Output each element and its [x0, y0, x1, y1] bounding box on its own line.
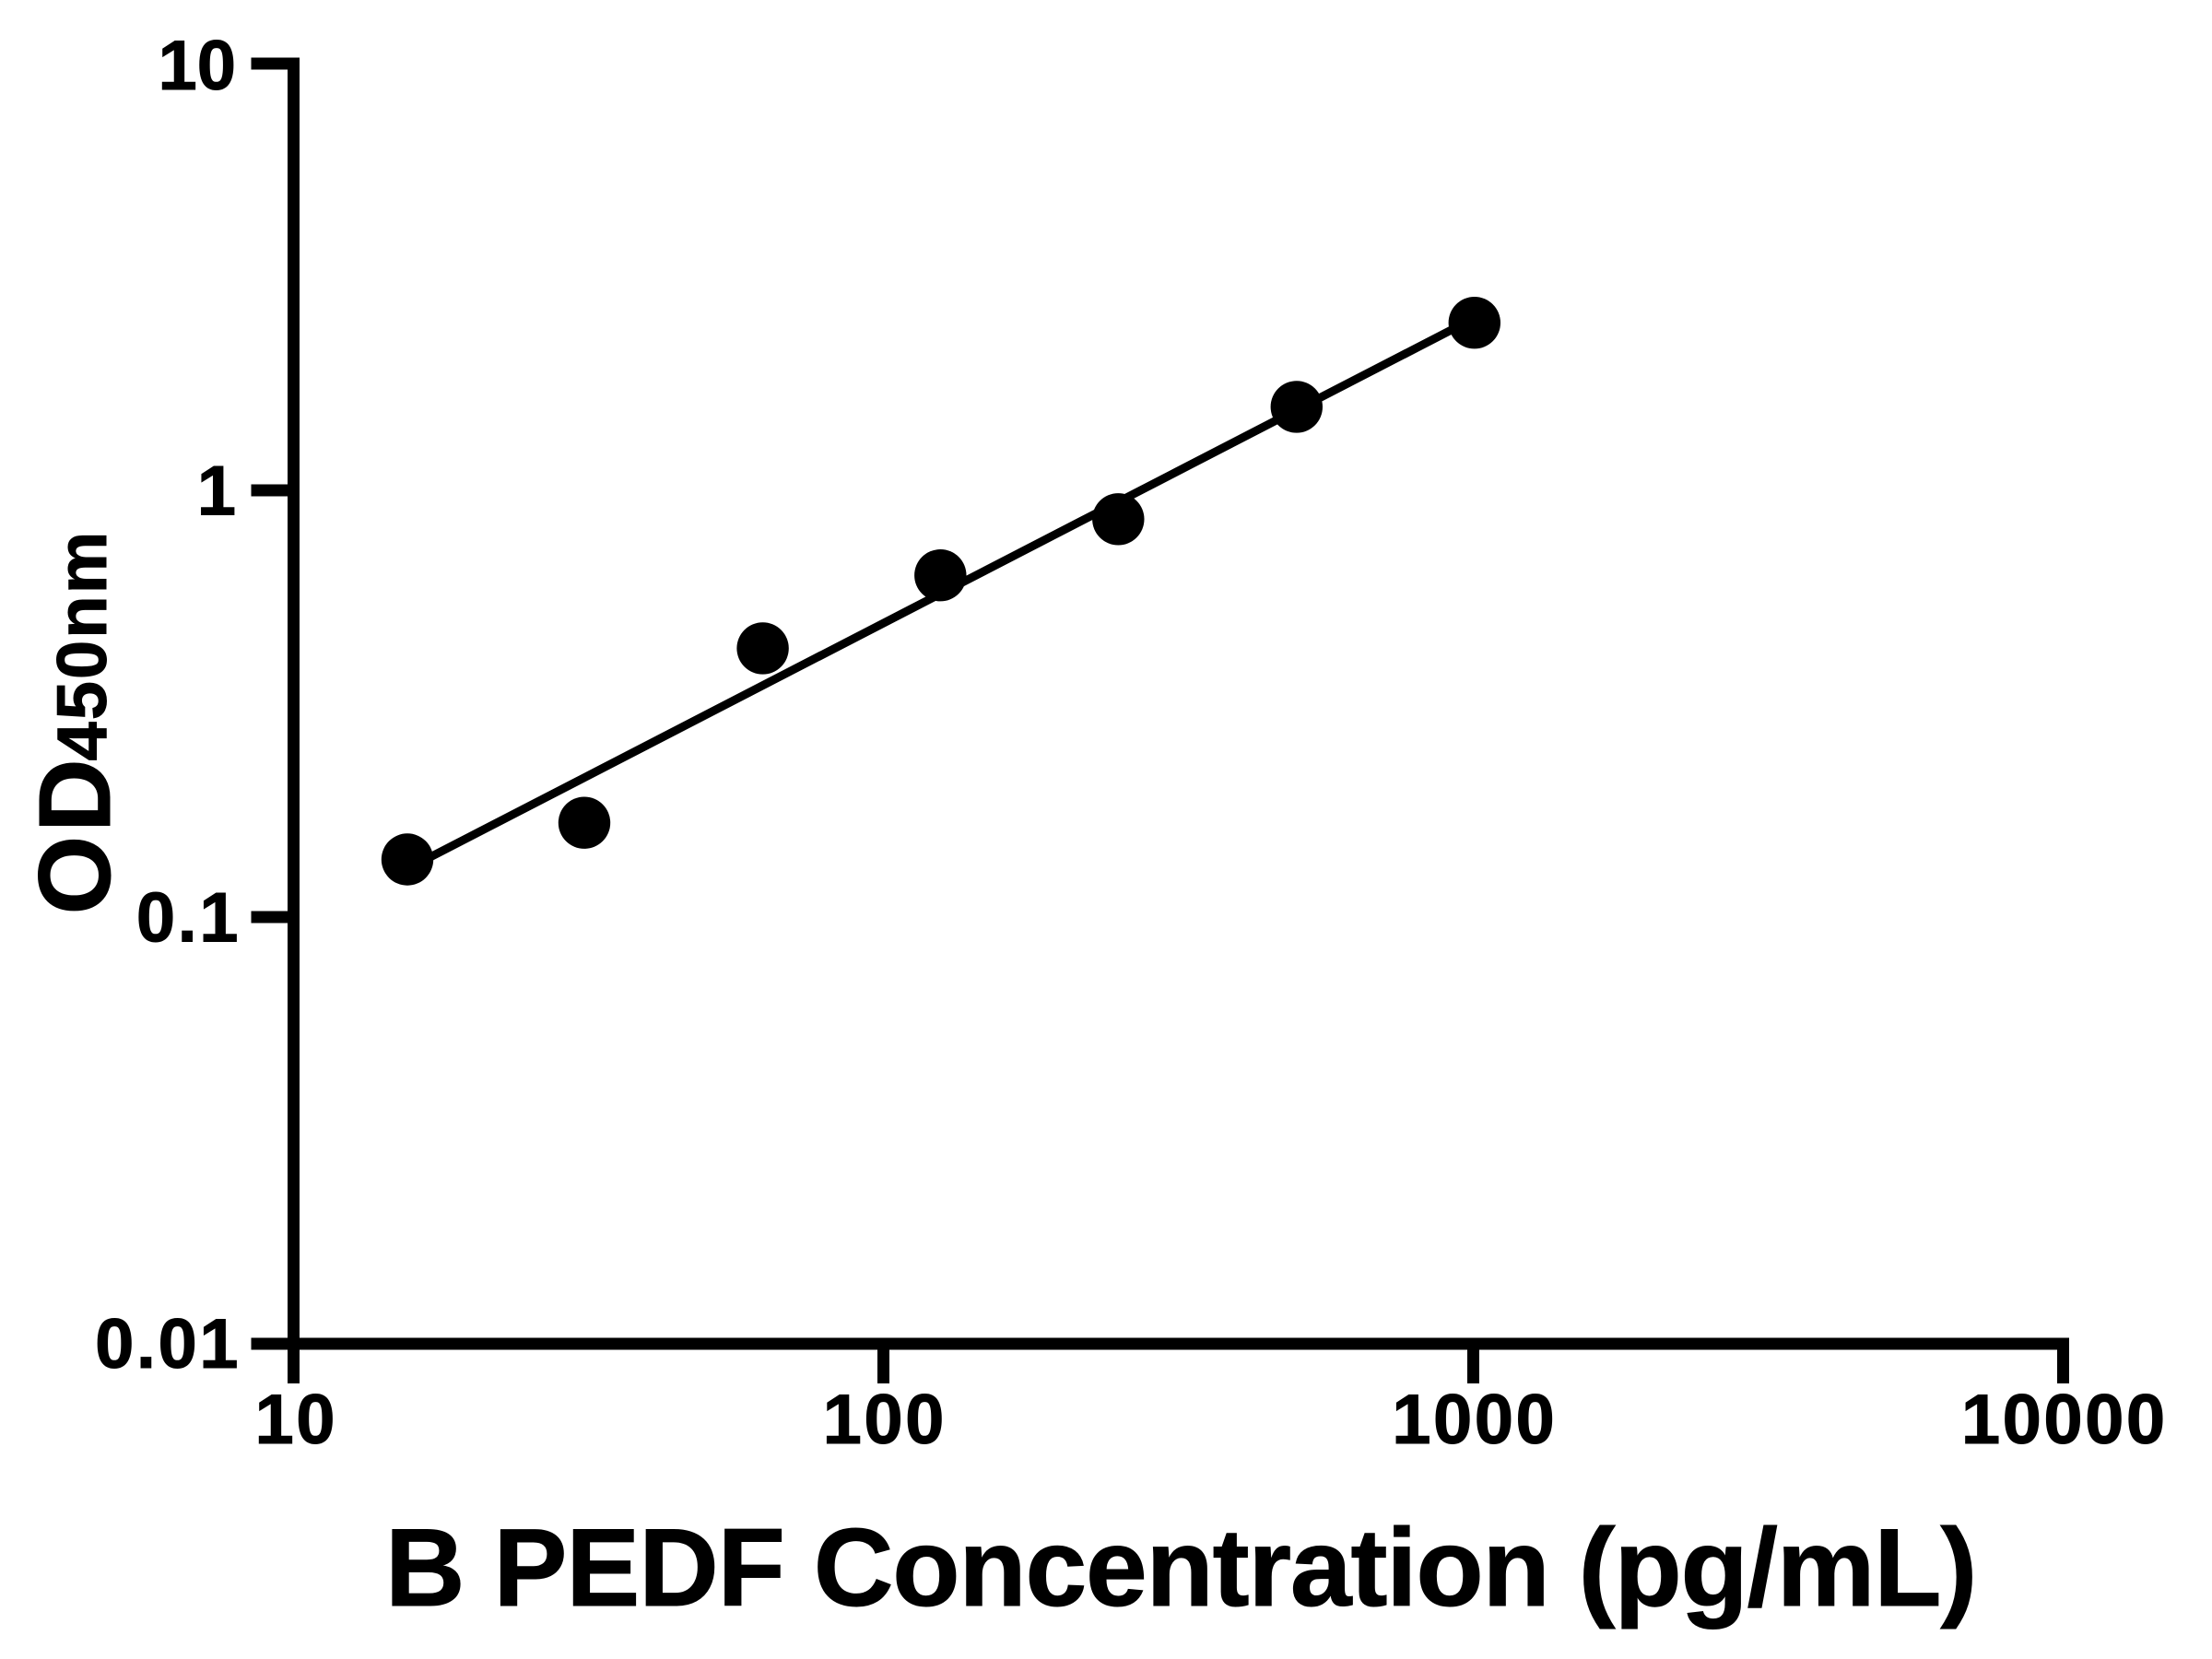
svg-text:10: 10	[158, 27, 236, 105]
svg-text:0.01: 0.01	[95, 1305, 241, 1383]
svg-text:450nm: 450nm	[43, 530, 122, 761]
svg-text:1: 1	[197, 453, 236, 531]
svg-text:B PEDF Concentration (pg/mL): B PEDF Concentration (pg/mL)	[385, 1506, 1976, 1630]
svg-text:0.1: 0.1	[136, 879, 241, 958]
svg-text:10000: 10000	[1961, 1381, 2168, 1459]
svg-text:OD: OD	[18, 755, 132, 914]
svg-text:100: 100	[823, 1381, 947, 1459]
svg-text:10: 10	[254, 1381, 337, 1459]
svg-text:1000: 1000	[1392, 1381, 1557, 1459]
